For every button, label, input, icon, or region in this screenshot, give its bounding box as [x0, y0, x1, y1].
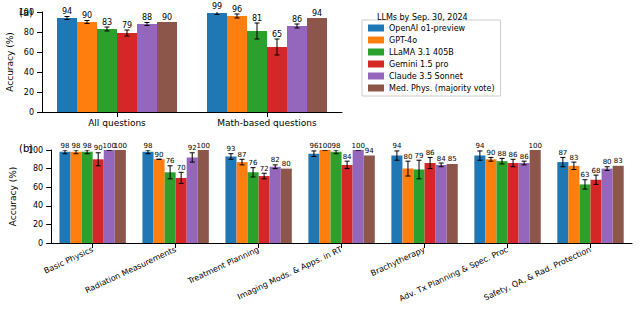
svg-text:98: 98: [72, 142, 81, 150]
svg-text:83: 83: [102, 18, 112, 27]
svg-text:20: 20: [24, 88, 34, 97]
svg-text:GPT-4o: GPT-4o: [389, 36, 417, 45]
svg-text:90: 90: [486, 149, 495, 157]
svg-text:LLaMA 3.1 405B: LLaMA 3.1 405B: [389, 48, 454, 57]
svg-text:96: 96: [309, 142, 319, 151]
svg-text:99: 99: [212, 2, 222, 11]
svg-text:80: 80: [24, 28, 34, 37]
svg-text:98: 98: [61, 142, 70, 150]
svg-text:Med. Phys. (majority vote): Med. Phys. (majority vote): [389, 84, 495, 93]
svg-text:100: 100: [318, 142, 331, 150]
svg-text:60: 60: [24, 48, 34, 57]
svg-text:94: 94: [392, 142, 401, 150]
svg-text:Claude 3.5 Sonnet: Claude 3.5 Sonnet: [389, 72, 463, 81]
svg-text:82: 82: [271, 156, 280, 164]
svg-text:All questions: All questions: [88, 118, 146, 128]
svg-text:Math-based questions: Math-based questions: [217, 118, 317, 128]
svg-text:100: 100: [27, 145, 44, 155]
svg-text:80: 80: [603, 158, 612, 166]
svg-text:96: 96: [232, 5, 242, 14]
svg-text:90: 90: [162, 13, 172, 22]
svg-text:83: 83: [614, 157, 623, 165]
svg-text:98: 98: [332, 142, 341, 150]
svg-text:60: 60: [33, 183, 43, 192]
svg-text:79: 79: [415, 152, 424, 160]
svg-text:100: 100: [102, 141, 116, 150]
svg-text:86: 86: [292, 15, 302, 24]
svg-text:81: 81: [252, 14, 262, 23]
svg-text:OpenAI o1-preview: OpenAI o1-preview: [389, 24, 466, 33]
svg-text:20: 20: [33, 220, 43, 229]
svg-text:88: 88: [142, 13, 152, 22]
svg-text:40: 40: [33, 201, 43, 210]
svg-text:76: 76: [166, 157, 175, 165]
svg-text:94: 94: [312, 9, 322, 18]
svg-text:84: 84: [343, 153, 352, 161]
svg-text:63: 63: [581, 171, 590, 179]
svg-text:Brachytherapy: Brachytherapy: [369, 245, 426, 278]
svg-text:100: 100: [114, 142, 127, 150]
svg-text:93: 93: [226, 145, 235, 153]
svg-text:LLMs by Sep. 30, 2024: LLMs by Sep. 30, 2024: [377, 13, 468, 22]
svg-text:90: 90: [82, 11, 92, 20]
svg-text:100: 100: [197, 142, 210, 150]
svg-text:86: 86: [509, 151, 518, 159]
svg-text:83: 83: [569, 154, 578, 162]
svg-text:98: 98: [144, 142, 153, 150]
svg-text:Imaging Mods. & Apps. in RT: Imaging Mods. & Apps. in RT: [236, 245, 344, 302]
svg-text:98: 98: [83, 142, 92, 150]
svg-text:Radiation Measurements: Radiation Measurements: [84, 245, 178, 295]
svg-text:87: 87: [558, 149, 567, 157]
svg-text:(a): (a): [19, 7, 33, 18]
svg-text:80: 80: [404, 153, 413, 161]
svg-text:88: 88: [498, 150, 507, 158]
svg-text:76: 76: [249, 159, 258, 167]
svg-text:(b): (b): [19, 143, 33, 154]
svg-text:86: 86: [426, 149, 435, 157]
svg-text:90: 90: [94, 144, 103, 152]
svg-text:68: 68: [592, 167, 601, 175]
svg-text:Accuracy (%): Accuracy (%): [5, 32, 15, 92]
svg-text:70: 70: [177, 164, 186, 172]
svg-text:94: 94: [365, 147, 374, 155]
svg-text:0: 0: [38, 239, 43, 248]
svg-text:90: 90: [155, 151, 164, 159]
svg-text:Adv. Tx Planning & Spec. Proc: Adv. Tx Planning & Spec. Proc: [397, 244, 510, 304]
svg-text:80: 80: [33, 164, 43, 173]
svg-text:72: 72: [260, 165, 269, 173]
svg-text:86: 86: [520, 153, 529, 161]
svg-text:Accuracy (%): Accuracy (%): [8, 167, 18, 227]
svg-text:40: 40: [24, 68, 34, 77]
svg-text:Gemini 1.5 pro: Gemini 1.5 pro: [389, 60, 448, 69]
svg-text:94: 94: [62, 7, 72, 16]
svg-text:94: 94: [475, 142, 484, 150]
svg-text:100: 100: [529, 142, 542, 150]
svg-text:0: 0: [29, 108, 34, 117]
svg-text:85: 85: [448, 155, 457, 163]
svg-text:87: 87: [238, 151, 247, 159]
svg-text:Safety, QA, & Rad. Protection: Safety, QA, & Rad. Protection: [483, 245, 593, 303]
svg-text:80: 80: [282, 160, 291, 168]
svg-text:84: 84: [437, 155, 446, 163]
svg-text:92: 92: [188, 144, 197, 152]
svg-text:65: 65: [272, 30, 282, 39]
svg-text:79: 79: [122, 21, 132, 30]
svg-text:Treatment Planning: Treatment Planning: [186, 245, 261, 286]
svg-text:100: 100: [351, 142, 364, 150]
svg-text:100: 100: [19, 8, 34, 17]
svg-text:Basic Physics: Basic Physics: [43, 245, 95, 276]
